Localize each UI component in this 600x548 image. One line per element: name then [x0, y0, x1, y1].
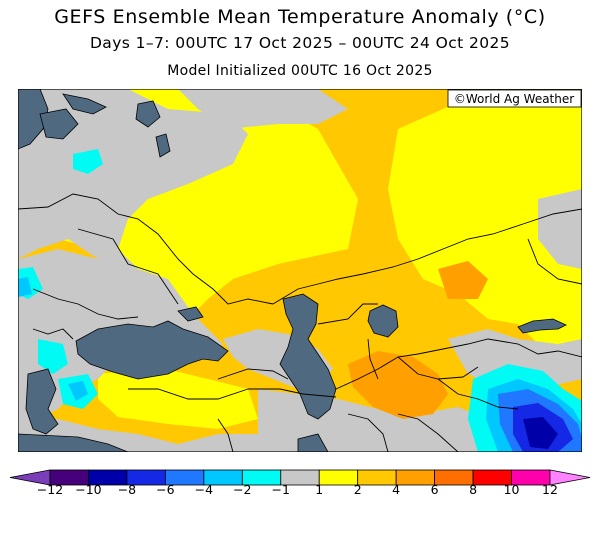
- colorbar-tick-label: −8: [117, 482, 137, 497]
- colorbar-tick-label: −12: [36, 482, 64, 497]
- anomaly-cold-pamir-5: [523, 417, 558, 449]
- lake-balkhash: [517, 318, 567, 334]
- model-init-time: Model Initialized 00UTC 16 Oct 2025: [167, 63, 433, 79]
- caspian-sea: [279, 293, 337, 420]
- country-borders: [18, 193, 582, 452]
- credit-text: ©World Ag Weather: [454, 92, 574, 106]
- sea-of-azov: [177, 306, 204, 322]
- lake-onega: [155, 133, 171, 158]
- colorbar-tick-label: 6: [430, 482, 439, 497]
- anomaly-1-2-region-east: [388, 89, 582, 349]
- mediterranean-sea: [18, 433, 129, 452]
- anomaly-neutral-northwest: [18, 89, 248, 259]
- black-sea: [75, 320, 229, 380]
- anomaly-map: ©World Ag Weather: [18, 89, 582, 452]
- anomaly-neutral-east: [538, 189, 582, 269]
- colorbar-tick-label: 4: [392, 482, 401, 497]
- anomaly-1-2-region-turkey: [98, 367, 258, 429]
- lake-ladoga: [135, 100, 161, 128]
- baltic-sea-2: [39, 108, 79, 140]
- anomaly-cold-north: [73, 149, 103, 174]
- anomaly-neutral-north-strip: [178, 89, 348, 129]
- colorbar-tick-label: 12: [542, 482, 558, 497]
- gulf-of-finland: [62, 93, 107, 115]
- anomaly-4-6-kazakhstan: [438, 261, 488, 299]
- anomaly-4-6-central-asia: [348, 351, 448, 419]
- colorbar-tick-label: −1: [271, 482, 290, 497]
- aral-sea: [367, 304, 399, 338]
- colorbar: [9, 469, 591, 486]
- colorbar-tick-label: −6: [156, 482, 175, 497]
- colorbar-bin: [549, 469, 591, 486]
- anomaly-cold-aegean-core: [68, 381, 88, 401]
- anomaly-cold-balkans: [38, 339, 68, 374]
- anomaly-cold-west-2: [18, 277, 32, 297]
- map-title: GEFS Ensemble Mean Temperature Anomaly (…: [54, 6, 546, 28]
- baltic-sea-1: [18, 89, 49, 150]
- colorbar-tick-label: −4: [194, 482, 214, 497]
- colorbar-tick-label: −10: [75, 482, 102, 497]
- persian-gulf: [297, 433, 329, 452]
- anomaly-neutral-southeast: [448, 329, 582, 389]
- colorbar-tick-label: 1: [315, 482, 324, 497]
- colorbar-labels: −12 −10 −8 −6 −4 −2 −1 1 2 4 6 8 10 12: [0, 482, 600, 502]
- colorbar-tick-label: 8: [469, 482, 478, 497]
- forecast-period: Days 1–7: 00UTC 17 Oct 2025 – 00UTC 24 O…: [89, 34, 511, 52]
- colorbar-tick-label: 2: [353, 482, 362, 497]
- colorbar-tick-label: −2: [233, 482, 252, 497]
- credit-box: [447, 89, 582, 108]
- aegean-sea: [25, 368, 59, 435]
- colorbar-tick-label: 10: [503, 482, 520, 497]
